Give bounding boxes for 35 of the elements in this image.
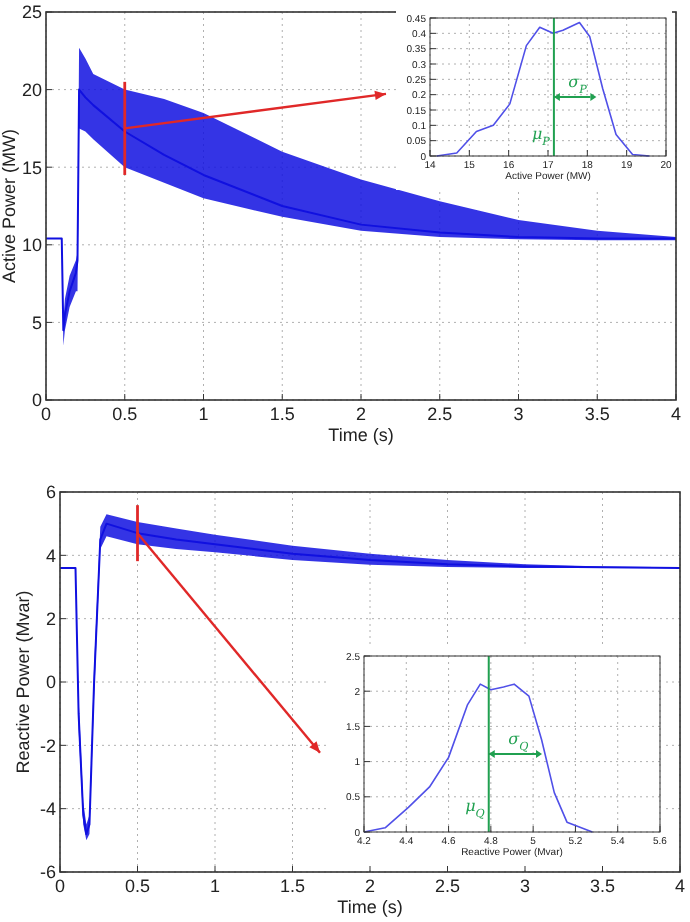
x-tick-label: 2.5 bbox=[427, 404, 453, 424]
ref-line-label: μ$_{Q}$ bbox=[465, 796, 486, 821]
y-tick-label: 0 bbox=[45, 672, 56, 693]
x-tick-label: 1.5 bbox=[269, 404, 295, 424]
annotation: σ$_{P}$ bbox=[568, 73, 588, 97]
line-series bbox=[363, 683, 594, 833]
x-tick-label: 3 bbox=[519, 876, 531, 896]
y-tick-label: -6 bbox=[39, 862, 56, 883]
y-tick-label: -4 bbox=[39, 798, 56, 819]
ref-line-label: μ$_{P}$ bbox=[531, 125, 551, 150]
x-tick-label: 4 bbox=[670, 404, 682, 424]
x-axis-title: Time (s) bbox=[328, 425, 394, 446]
x-tick-label: 3.5 bbox=[584, 404, 610, 424]
y-tick-label: 4 bbox=[45, 545, 56, 566]
y-axis-title: Active Power (MW) bbox=[0, 128, 20, 284]
x-tick-label: 0.5 bbox=[112, 404, 138, 424]
y-axis-title: Reactive Power (Mvar) bbox=[13, 590, 34, 774]
x-tick-label: 4 bbox=[674, 876, 686, 896]
x-tick-label: 1 bbox=[209, 876, 221, 896]
y-tick-label: 6 bbox=[45, 482, 56, 503]
y-tick-label: 25 bbox=[21, 2, 42, 23]
y-tick-label: 20 bbox=[21, 79, 42, 100]
x-tick-label: 2.5 bbox=[434, 876, 461, 896]
y-tick-label: -2 bbox=[39, 735, 56, 756]
x-axis-title: Time (s) bbox=[337, 897, 403, 918]
y-tick-label: 10 bbox=[21, 235, 42, 256]
x-tick-label: 3.5 bbox=[589, 876, 616, 896]
x-tick-label: 0.5 bbox=[124, 876, 151, 896]
annotation: σ$_{Q}$ bbox=[508, 730, 530, 754]
x-tick-label: 3 bbox=[513, 404, 524, 424]
x-tick-label: 1.5 bbox=[279, 876, 306, 896]
x-tick-label: 1 bbox=[198, 404, 209, 424]
y-tick-label: 0 bbox=[31, 390, 42, 411]
y-tick-label: 5 bbox=[31, 312, 42, 333]
y-tick-label: 2 bbox=[45, 608, 56, 629]
